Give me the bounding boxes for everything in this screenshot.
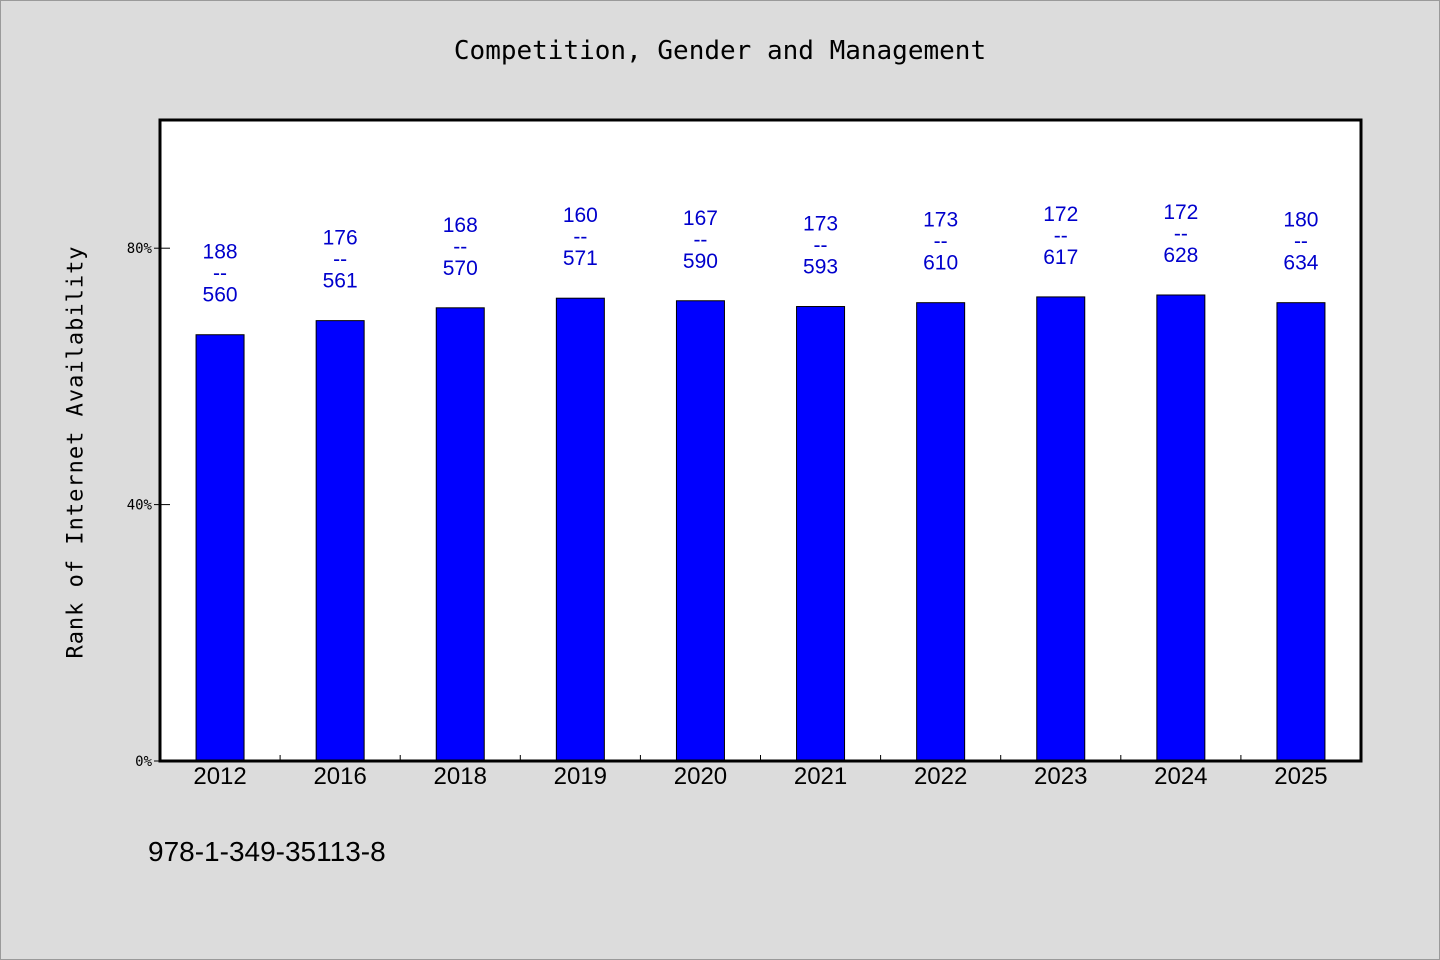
data-label-2018-2: 570 xyxy=(443,257,478,280)
data-label-2022-1: -- xyxy=(934,230,948,253)
data-label-2024-0: 172 xyxy=(1163,201,1198,224)
y-tick-label-0: 0% xyxy=(135,754,152,770)
axes-group: 2012 2016 2018 2019 2020 2021 2022 2023 2024 2025… xyxy=(127,241,1328,790)
data-label-2025-2: 634 xyxy=(1283,252,1318,275)
bars-group xyxy=(195,294,1326,762)
bar-2025 xyxy=(1276,302,1326,762)
bar-2021 xyxy=(796,306,846,762)
data-label-2023-1: -- xyxy=(1054,224,1068,247)
data-label-2022-2: 610 xyxy=(923,252,958,275)
x-tick-label-2024: 2024 xyxy=(1154,763,1207,790)
data-label-2018-0: 168 xyxy=(443,214,478,237)
y-tick-label-80: 80% xyxy=(127,241,153,257)
data-label-2022-0: 173 xyxy=(923,209,958,232)
bar-2022 xyxy=(916,302,966,762)
data-label-2016-2: 561 xyxy=(323,270,358,293)
y-tick-label-40: 40% xyxy=(127,498,153,514)
x-tick-label-2025: 2025 xyxy=(1274,763,1327,790)
x-tick-label-2022: 2022 xyxy=(914,763,967,790)
data-label-2019-0: 160 xyxy=(563,204,598,227)
data-label-2024-1: -- xyxy=(1174,222,1188,245)
data-label-2021-2: 593 xyxy=(803,256,838,279)
data-label-2019-1: -- xyxy=(573,226,587,249)
chart-title: Competition, Gender and Management xyxy=(453,36,987,66)
data-label-2019-2: 571 xyxy=(563,247,598,270)
data-label-2016-1: -- xyxy=(333,248,347,271)
bar-2023 xyxy=(1036,296,1086,762)
x-tick-label-2016: 2016 xyxy=(313,763,366,790)
data-label-2012-0: 188 xyxy=(203,241,238,264)
x-tick-label-2018: 2018 xyxy=(434,763,487,790)
data-label-2025-1: -- xyxy=(1294,230,1308,253)
data-label-2021-1: -- xyxy=(814,234,828,257)
bar-2020 xyxy=(675,300,725,762)
data-labels-group: 188--560176--561168--570160--571167--590… xyxy=(203,201,1319,307)
plot-border xyxy=(158,118,1363,763)
data-label-2020-1: -- xyxy=(693,228,707,251)
data-label-2021-0: 173 xyxy=(803,213,838,236)
bar-2019 xyxy=(555,297,605,762)
data-label-2020-0: 167 xyxy=(683,207,718,230)
data-label-2016-0: 176 xyxy=(323,227,358,250)
bar-2024 xyxy=(1156,294,1206,762)
data-label-2020-2: 590 xyxy=(683,250,718,273)
x-tick-label-2021: 2021 xyxy=(794,763,847,790)
x-tick-label-2012: 2012 xyxy=(193,763,246,790)
data-label-2012-1: -- xyxy=(213,262,227,285)
data-label-2012-2: 560 xyxy=(203,284,238,307)
bar-2018 xyxy=(435,307,485,762)
footer-isbn: 978-1-349-35113-8 xyxy=(148,836,386,867)
x-tick-label-2020: 2020 xyxy=(674,763,727,790)
x-tick-label-2019: 2019 xyxy=(554,763,607,790)
bar-2016 xyxy=(315,320,365,762)
data-label-2018-1: -- xyxy=(453,235,467,258)
data-label-2023-2: 617 xyxy=(1043,246,1078,269)
data-label-2023-0: 172 xyxy=(1043,203,1078,226)
data-label-2025-0: 180 xyxy=(1283,209,1318,232)
x-tick-label-2023: 2023 xyxy=(1034,763,1087,790)
data-label-2024-2: 628 xyxy=(1163,244,1198,267)
bar-2012 xyxy=(195,334,245,762)
